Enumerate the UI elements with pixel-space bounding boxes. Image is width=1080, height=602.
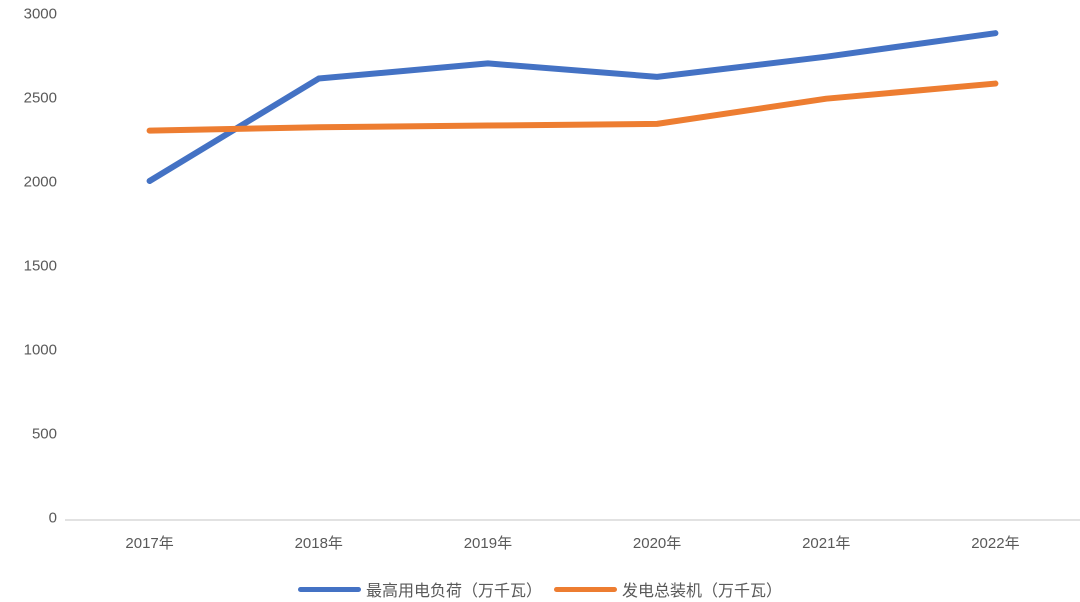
x-axis-tick-label: 2022年 (971, 535, 1019, 552)
legend-swatch-orange-line-icon (554, 586, 617, 592)
series-line-1[interactable] (146, 80, 999, 134)
legend-item-installed-capacity[interactable]: 发电总装机（万千瓦） (554, 577, 782, 601)
chart-legend: 最高用电负荷（万千瓦） 发电总装机（万千瓦） (0, 578, 1080, 600)
series-line-0[interactable] (146, 30, 999, 184)
x-axis-tick-label: 2018年 (295, 535, 343, 552)
y-axis-tick-label: 1500 (24, 258, 57, 275)
x-axis-tick-label: 2020年 (633, 535, 681, 552)
y-axis-tick-label: 500 (32, 426, 57, 443)
legend-swatch-blue-line-icon (297, 586, 361, 592)
legend-label-installed-capacity: 发电总装机（万千瓦） (622, 583, 783, 600)
legend-label-max-load: 最高用电负荷（万千瓦） (365, 583, 542, 600)
y-axis-tick-label: 2500 (24, 90, 57, 107)
x-axis-tick-label: 2017年 (125, 535, 173, 552)
x-axis-tick-label: 2019年 (464, 535, 512, 552)
x-axis-tick-label: 2021年 (802, 535, 850, 552)
y-axis-tick-label: 3000 (24, 6, 57, 23)
y-axis-tick-label: 0 (49, 510, 57, 527)
y-axis-tick-label: 1000 (24, 342, 57, 359)
legend-item-max-load[interactable]: 最高用电负荷（万千瓦） (297, 577, 542, 601)
y-axis-tick-label: 2000 (24, 174, 57, 191)
